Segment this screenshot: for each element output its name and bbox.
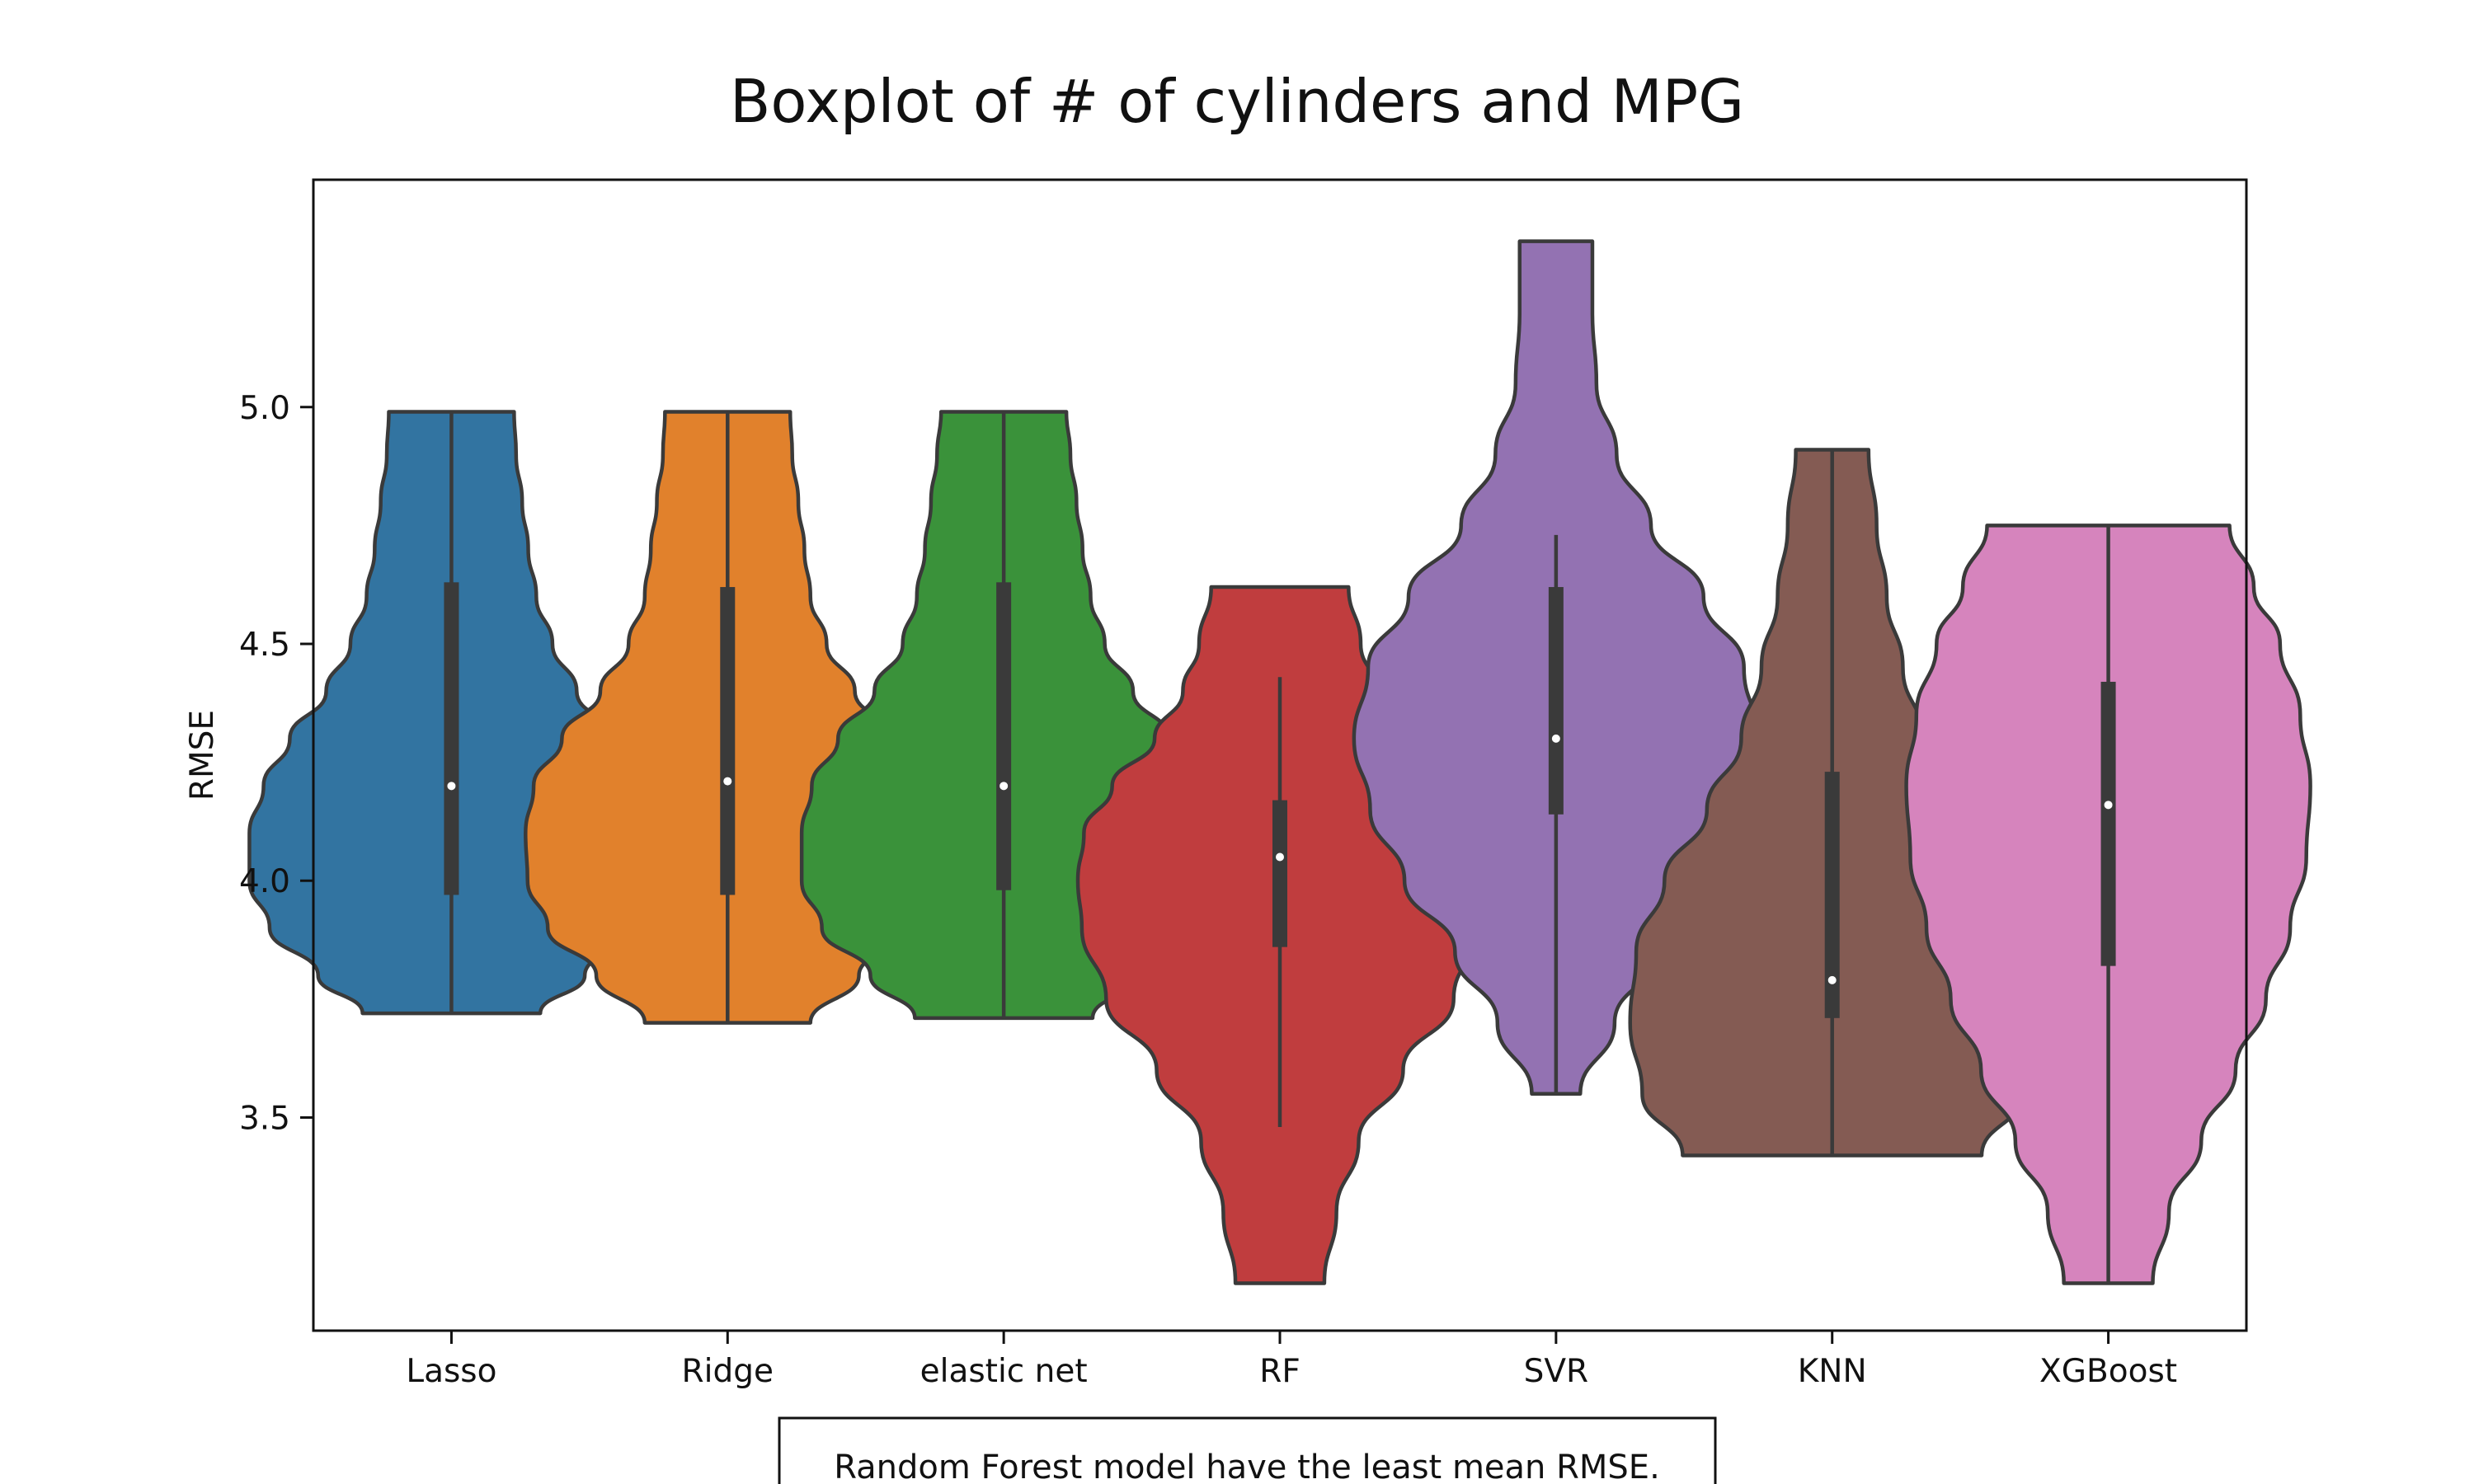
x-tick-label: XGBoost — [2039, 1353, 2177, 1390]
violin-median-dot — [2104, 801, 2113, 810]
x-axis: Lasso Ridge elastic net RF SVR KNN XGBoost — [406, 1331, 2177, 1390]
x-tick-label: SVR — [1524, 1353, 1589, 1390]
y-tick-label: 3.5 — [239, 1100, 290, 1137]
violin-median-dot — [1276, 852, 1284, 862]
violin-xgboost — [1904, 524, 2312, 1285]
violin-median-dot — [447, 782, 456, 791]
annotation-box — [778, 1416, 1717, 1484]
violins-group — [247, 239, 2312, 1285]
violin-iqr-box — [996, 582, 1012, 890]
annotation-text: Random Forest model have the least mean … — [834, 1449, 1660, 1484]
violin-iqr-box — [1272, 800, 1287, 947]
y-tick-label: 5.0 — [239, 390, 290, 427]
violin-iqr-box — [2100, 681, 2116, 966]
violin-iqr-box — [444, 582, 459, 895]
violin-median-dot — [1827, 975, 1837, 984]
violin-median-dot — [999, 782, 1009, 791]
violin-iqr-box — [1824, 772, 1840, 1018]
chart-title: Boxplot of # of cylinders and MPG — [730, 67, 1744, 136]
violin-median-dot — [1551, 734, 1560, 743]
y-tick-label: 4.0 — [239, 863, 290, 900]
x-tick-label: elastic net — [920, 1353, 1088, 1390]
violin-iqr-box — [720, 587, 736, 895]
y-tick-label: 4.5 — [239, 627, 290, 664]
x-tick-label: RF — [1259, 1353, 1300, 1390]
x-tick-label: Ridge — [682, 1353, 774, 1390]
y-axis: 3.5 4.0 4.5 5.0 — [239, 390, 313, 1137]
x-tick-label: KNN — [1798, 1353, 1867, 1390]
violin-iqr-box — [1548, 587, 1564, 815]
y-axis-label: RMSE — [184, 710, 221, 801]
x-tick-label: Lasso — [406, 1353, 496, 1390]
violin-median-dot — [723, 777, 732, 786]
